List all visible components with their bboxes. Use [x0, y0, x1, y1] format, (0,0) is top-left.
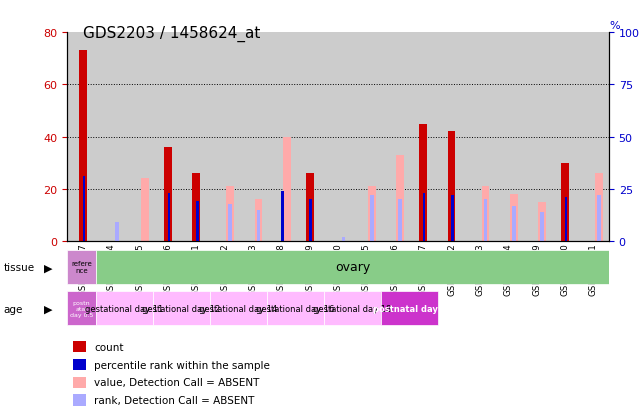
Bar: [310, 200, 312, 242]
Text: count: count: [94, 342, 124, 352]
Text: ▶: ▶: [44, 304, 52, 314]
Bar: [396, 156, 404, 242]
Bar: [72, 394, 87, 406]
Bar: [79, 51, 87, 242]
Text: age: age: [3, 304, 22, 314]
Bar: [141, 179, 149, 242]
Bar: [72, 359, 87, 370]
Text: postnatal day 2: postnatal day 2: [372, 304, 446, 313]
Text: postn
atal
day 0.5: postn atal day 0.5: [70, 300, 93, 317]
Bar: [510, 195, 517, 242]
Text: gestational day 11: gestational day 11: [85, 304, 163, 313]
Bar: [254, 200, 262, 242]
Bar: [256, 210, 260, 242]
Bar: [72, 341, 87, 353]
Bar: [451, 196, 454, 242]
Bar: [565, 198, 567, 242]
Bar: [167, 194, 170, 242]
Text: refere
nce: refere nce: [71, 261, 92, 274]
Bar: [561, 164, 569, 242]
Bar: [381, 292, 438, 325]
Bar: [67, 250, 96, 284]
Bar: [115, 223, 119, 242]
Bar: [423, 194, 426, 242]
Text: rank, Detection Call = ABSENT: rank, Detection Call = ABSENT: [94, 395, 254, 405]
Bar: [267, 292, 324, 325]
Bar: [595, 174, 603, 242]
Text: ovary: ovary: [335, 261, 370, 274]
Text: ▶: ▶: [44, 263, 52, 273]
Text: gestational day 18: gestational day 18: [313, 304, 392, 313]
Text: %: %: [609, 21, 620, 31]
Bar: [324, 292, 381, 325]
Bar: [540, 212, 544, 242]
Text: gestational day 16: gestational day 16: [256, 304, 335, 313]
Bar: [164, 148, 172, 242]
Bar: [342, 237, 345, 242]
Bar: [283, 137, 291, 242]
Bar: [210, 292, 267, 325]
Text: gestational day 12: gestational day 12: [142, 304, 221, 313]
Bar: [306, 174, 313, 242]
Bar: [226, 187, 234, 242]
Text: percentile rank within the sample: percentile rank within the sample: [94, 360, 271, 370]
Bar: [597, 196, 601, 242]
Bar: [153, 292, 210, 325]
Bar: [281, 192, 283, 242]
Bar: [447, 132, 455, 242]
Bar: [83, 177, 85, 242]
Text: value, Detection Call = ABSENT: value, Detection Call = ABSENT: [94, 377, 260, 387]
Bar: [196, 202, 199, 242]
Bar: [399, 200, 402, 242]
Bar: [538, 202, 546, 242]
Bar: [72, 377, 87, 388]
Text: GDS2203 / 1458624_at: GDS2203 / 1458624_at: [83, 26, 261, 42]
Text: tissue: tissue: [3, 263, 35, 273]
Bar: [192, 174, 200, 242]
Bar: [419, 124, 427, 242]
Text: gestational day 14: gestational day 14: [199, 304, 278, 313]
Bar: [96, 292, 153, 325]
Bar: [481, 187, 489, 242]
Bar: [228, 204, 232, 242]
Bar: [368, 187, 376, 242]
Bar: [370, 196, 374, 242]
Bar: [483, 200, 487, 242]
Bar: [67, 292, 96, 325]
Bar: [512, 206, 515, 242]
